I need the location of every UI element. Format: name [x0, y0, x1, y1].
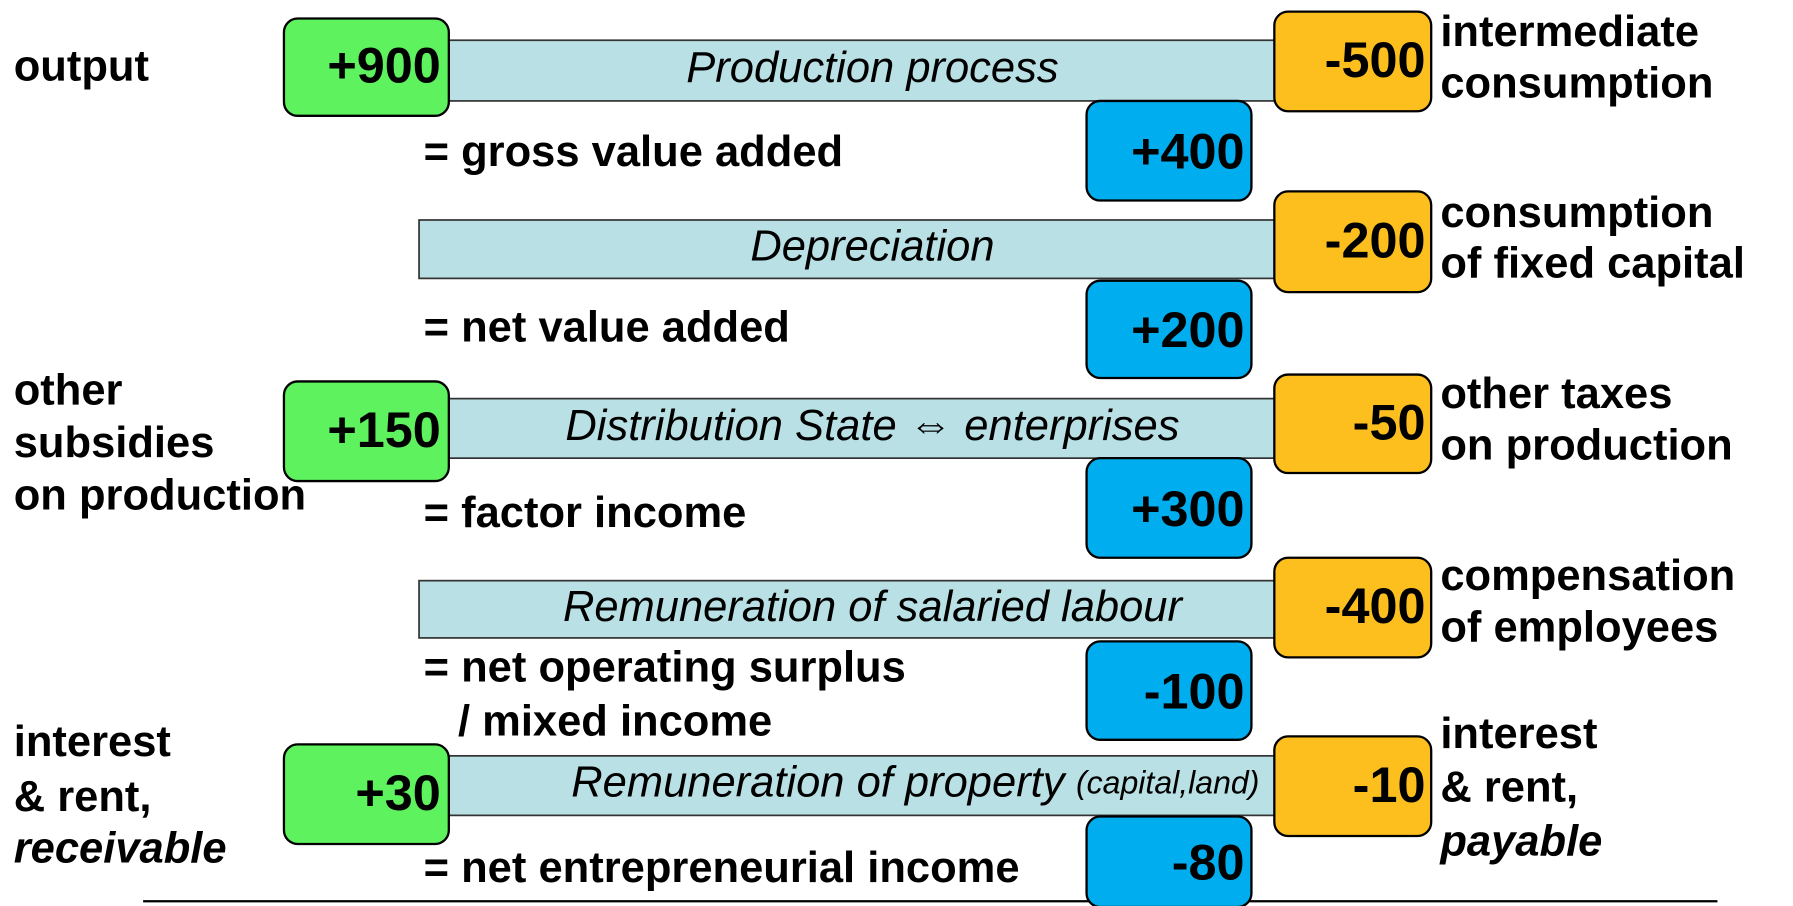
result-value: +200	[1131, 301, 1244, 358]
inflow-value: +150	[327, 401, 440, 458]
process-note: (capital,land)	[1076, 765, 1259, 801]
outflow-label: compensation	[1440, 552, 1735, 600]
result-value: +300	[1131, 480, 1244, 537]
result-label: = net value added	[424, 303, 790, 351]
outflow-box	[1273, 735, 1433, 838]
outflow-value: -400	[1325, 577, 1426, 634]
inflow-box	[282, 380, 450, 483]
outflow-label: payable	[1439, 817, 1602, 865]
process-bar	[418, 219, 1281, 280]
process-label: Distribution State ⇔ enterprises	[565, 402, 1179, 450]
process-bar	[418, 579, 1281, 639]
inflow-value: +900	[327, 37, 440, 94]
inflow-value: +30	[355, 764, 440, 821]
outflow-label: of fixed capital	[1440, 239, 1745, 287]
outflow-box	[1273, 190, 1433, 294]
result-box	[1085, 815, 1253, 906]
outflow-label: interest	[1440, 710, 1597, 758]
outflow-value: -200	[1325, 211, 1426, 268]
outflow-label: & rent,	[1440, 764, 1578, 812]
outflow-value: -500	[1325, 31, 1426, 88]
outflow-value: -10	[1353, 756, 1426, 813]
inflow-box	[282, 17, 450, 117]
outflow-box	[1273, 556, 1433, 659]
result-label: = gross value added	[424, 128, 843, 176]
process-label: Depreciation	[750, 223, 994, 271]
inflow-box	[282, 743, 450, 846]
outflow-label: other taxes	[1440, 370, 1672, 418]
process-label: Remuneration of salaried labour	[563, 583, 1184, 631]
inflow-label: other	[14, 366, 123, 414]
result-box	[1085, 457, 1253, 559]
inflow-label: output	[14, 42, 149, 90]
inflow-label: interest	[14, 718, 171, 766]
result-box	[1085, 99, 1253, 202]
inflow-label: & rent,	[14, 773, 152, 821]
result-value: -80	[1172, 834, 1245, 891]
inflow-label: receivable	[14, 824, 227, 872]
inflow-label: subsidies	[14, 419, 215, 467]
result-label: / mixed income	[458, 697, 772, 745]
process-label: Production process	[686, 44, 1058, 92]
outflow-box	[1273, 10, 1433, 113]
result-label: = factor income	[424, 489, 747, 537]
result-value: +400	[1131, 123, 1244, 180]
result-label: = net operating surplus	[424, 643, 906, 691]
result-label: = net entrepreneurial income	[424, 844, 1020, 892]
outflow-label: of employees	[1440, 603, 1718, 651]
result-box	[1085, 279, 1253, 380]
outflow-box	[1273, 373, 1433, 475]
outflow-label: consumption	[1440, 60, 1713, 108]
process-bar	[445, 754, 1281, 817]
process-name: Remuneration of property	[571, 759, 1067, 807]
result-value: -100	[1144, 662, 1245, 719]
process-bar	[420, 397, 1281, 460]
outflow-label: consumption	[1440, 189, 1713, 237]
process-label: Remuneration of property (capital,land)	[571, 759, 1259, 807]
result-box	[1085, 640, 1253, 741]
outflow-label: on production	[1440, 421, 1732, 469]
inflow-label: on production	[14, 472, 306, 520]
outflow-label: intermediate	[1440, 8, 1699, 56]
outflow-value: -50	[1353, 393, 1426, 450]
